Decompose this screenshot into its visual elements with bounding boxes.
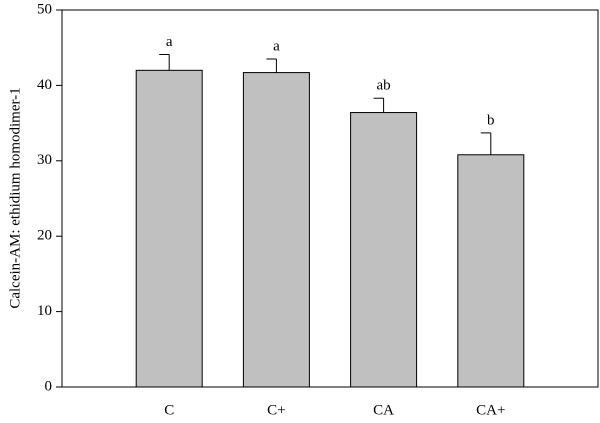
bar (135, 69, 203, 388)
x-tick-label: CA+ (476, 402, 505, 418)
annotation: b (487, 112, 495, 128)
annotation: a (273, 38, 280, 54)
bar (350, 112, 418, 388)
x-tick-label: C+ (267, 402, 285, 418)
y-tick-label: 40 (37, 77, 52, 93)
y-tick-label: 50 (37, 1, 52, 17)
y-tick-label: 30 (37, 152, 52, 168)
y-tick-label: 0 (45, 378, 53, 394)
y-tick-label: 20 (37, 228, 52, 244)
x-tick-label: CA (373, 402, 394, 418)
bar (242, 72, 310, 388)
y-axis-label: Calcein-AM: ethidium homodimer-1 (7, 87, 23, 308)
y-tick-label: 10 (37, 303, 52, 319)
annotation: ab (377, 78, 391, 94)
annotation: a (166, 34, 173, 50)
plot-frame (61, 9, 599, 388)
x-tick-label: C (164, 402, 174, 418)
bar (457, 154, 525, 388)
